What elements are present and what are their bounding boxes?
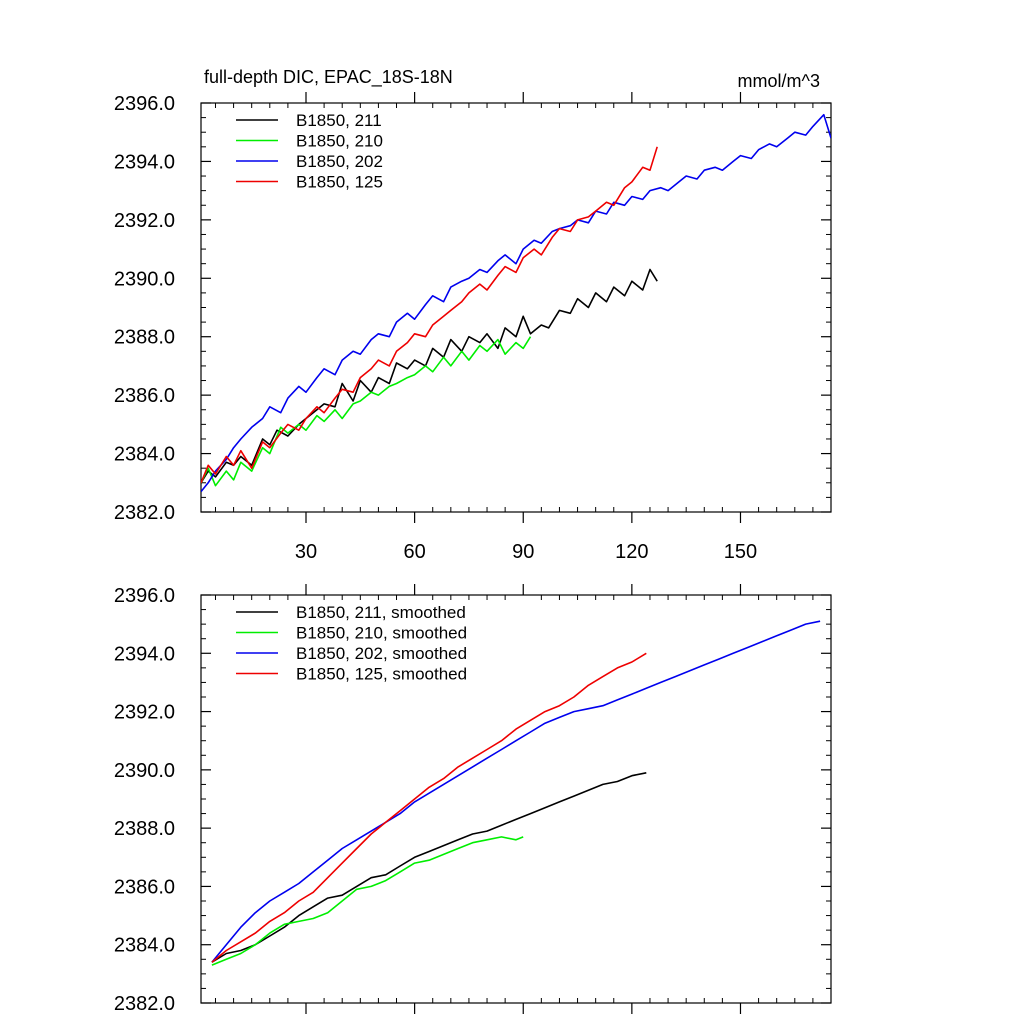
x-tick-label: 90 (512, 541, 534, 563)
units-label: mmol/m^3 (738, 71, 820, 91)
bottom-panel: 2382.0 2384.0 2386.0 2388.0 2390.0 2392.0 2394… (114, 584, 832, 1015)
x-tick-label: 120 (615, 541, 648, 563)
legend-label: B1850, 125 (296, 173, 383, 192)
legend-label: B1850, 211 (296, 111, 382, 130)
legend-label: B1850, 125, smoothed (296, 665, 467, 684)
y-tick-label: 2382.0 (114, 993, 175, 1015)
series-line-b1850-125-smoothed (211, 652, 647, 963)
y-tick-label: 2382.0 (114, 502, 175, 524)
series-line-b1850-202 (201, 113, 831, 493)
chart-title: full-depth DIC, EPAC_18S-18N (204, 67, 453, 88)
top-panel: 30 60 90 120 150 2382.0 2384.0 2386.0 2388.0 2390… (114, 92, 832, 563)
x-tick-label: 60 (403, 541, 425, 563)
x-tick-label: 150 (724, 541, 757, 563)
y-tick-label: 2392.0 (114, 210, 175, 232)
legend-label: B1850, 210, smoothed (296, 624, 467, 643)
y-tick-label: 2390.0 (114, 760, 175, 782)
series-line-b1850-211-smoothed (211, 772, 647, 963)
series-line-b1850-211 (201, 268, 658, 484)
legend-label: B1850, 202 (296, 152, 383, 171)
legend-label: B1850, 210 (296, 132, 383, 151)
y-tick-label: 2386.0 (114, 385, 175, 407)
series-line-b1850-210 (201, 336, 532, 487)
series-line-b1850-210-smoothed (211, 836, 524, 966)
legend-label: B1850, 202, smoothed (296, 644, 467, 663)
y-tick-label: 2394.0 (114, 151, 175, 173)
y-tick-label: 2396.0 (114, 93, 175, 115)
y-tick-label: 2390.0 (114, 268, 175, 290)
y-tick-label: 2388.0 (114, 818, 175, 840)
y-tick-label: 2396.0 (114, 585, 175, 607)
series-line-b1850-202-smoothed (211, 620, 821, 963)
y-tick-label: 2384.0 (114, 444, 175, 466)
y-tick-label: 2394.0 (114, 643, 175, 665)
x-tick-label: 30 (295, 541, 317, 563)
series-line-b1850-125 (201, 146, 658, 484)
y-tick-label: 2392.0 (114, 702, 175, 724)
y-tick-label: 2388.0 (114, 327, 175, 349)
y-tick-label: 2386.0 (114, 876, 175, 898)
legend-label: B1850, 211, smoothed (296, 603, 466, 622)
y-tick-label: 2384.0 (114, 935, 175, 957)
